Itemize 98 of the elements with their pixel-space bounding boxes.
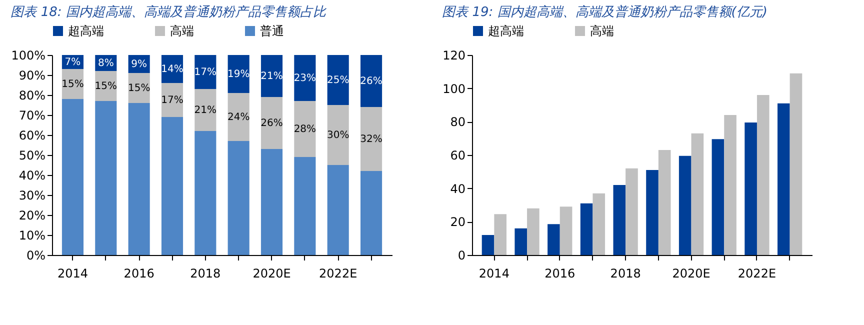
bar (756, 95, 770, 255)
data-label: 26% (360, 76, 382, 87)
bar (161, 117, 184, 255)
data-label: 28% (294, 124, 316, 135)
data-label: 19% (227, 69, 250, 80)
bar (194, 89, 216, 131)
legend-label: 高端 (590, 24, 614, 38)
data-label: 17% (161, 95, 184, 106)
bar (744, 122, 757, 255)
x-tick-label: 2016 (544, 266, 576, 280)
x-tick-label: 2020E (252, 266, 291, 280)
bar (327, 105, 349, 165)
data-label: 14% (161, 64, 184, 75)
x-tick-label: 2022E (319, 266, 358, 280)
y-tick-label: 50% (18, 148, 46, 162)
bar (646, 170, 658, 255)
data-label: 21% (194, 105, 217, 116)
bar (514, 228, 528, 255)
bar (658, 150, 671, 255)
bar (482, 235, 494, 255)
y-tick-label: 10% (18, 228, 46, 242)
bar (294, 55, 316, 101)
y-tick-label: 20% (18, 208, 46, 222)
y-tick-label: 80% (18, 88, 46, 102)
y-tick-label: 40% (18, 168, 46, 182)
legend-label: 高端 (170, 24, 194, 38)
x-tick-label: 2016 (124, 266, 154, 280)
x-tick-label: 2014 (57, 266, 88, 280)
data-label: 25% (326, 75, 350, 86)
bar (560, 206, 572, 255)
data-label: 17% (194, 67, 217, 78)
data-label: 15% (62, 79, 84, 90)
x-tick-label: 2020E (672, 266, 710, 280)
bar (360, 171, 382, 255)
bar (228, 93, 250, 141)
y-tick-label: 120 (442, 48, 466, 62)
bar (228, 141, 250, 255)
bar (678, 156, 692, 255)
x-tick-label: 2018 (610, 266, 641, 280)
y-tick-label: 0 (458, 248, 466, 262)
y-tick-label: 60 (450, 148, 466, 162)
y-tick-label: 20 (450, 215, 466, 230)
bar (260, 55, 283, 97)
bar (626, 168, 638, 255)
x-tick-label: 2018 (190, 266, 221, 280)
bar (580, 203, 593, 255)
bar (294, 101, 316, 157)
bar (260, 149, 283, 255)
bar (327, 55, 349, 105)
data-label: 23% (294, 73, 316, 84)
data-label: 7% (64, 57, 81, 68)
bar (724, 115, 736, 255)
y-tick-label: 60% (18, 128, 46, 142)
bar (161, 83, 184, 117)
bar (613, 185, 626, 255)
bar (327, 165, 349, 255)
legend-label: 超高端 (68, 24, 104, 38)
x-tick-label: 2022E (738, 266, 776, 280)
bar (712, 139, 724, 255)
bar (95, 101, 117, 255)
bar (691, 133, 704, 255)
chart-title: 图表 18: 国内超高端、高端及普通奶粉产品零售额占比 (10, 4, 327, 20)
legend-label: 普通 (260, 24, 284, 38)
data-label: 8% (98, 58, 114, 69)
bar (294, 157, 316, 255)
legend-label: 超高端 (488, 24, 524, 38)
bar (62, 99, 84, 255)
y-tick-label: 100% (11, 48, 46, 62)
bar (778, 103, 790, 255)
data-label: 26% (260, 118, 283, 129)
bar (527, 208, 540, 255)
bar (548, 224, 560, 255)
bar (790, 73, 802, 255)
bar (494, 214, 506, 255)
y-tick-label: 40 (450, 182, 466, 196)
y-tick-label: 30% (18, 188, 46, 202)
y-tick-label: 70% (18, 108, 46, 122)
bar (360, 107, 382, 171)
bar (194, 55, 216, 89)
data-label: 32% (360, 134, 382, 145)
y-tick-label: 0% (26, 248, 46, 262)
data-label: 15% (94, 81, 118, 92)
bar (260, 97, 283, 149)
bar (194, 131, 216, 255)
y-tick-label: 80 (450, 115, 466, 130)
bar (592, 193, 606, 255)
chart-title: 图表 19: 国内超高端、高端及普通奶粉产品零售额(亿元) (442, 4, 768, 20)
y-tick-label: 100 (442, 82, 466, 96)
data-label: 21% (260, 71, 283, 82)
y-tick-label: 90% (18, 68, 46, 82)
data-label: 15% (128, 83, 150, 94)
data-label: 30% (326, 130, 350, 141)
data-label: 9% (131, 59, 148, 70)
bar (228, 55, 250, 93)
bar (360, 55, 382, 107)
bar (128, 103, 150, 255)
data-label: 24% (227, 112, 250, 123)
x-tick-label: 2014 (478, 266, 510, 280)
